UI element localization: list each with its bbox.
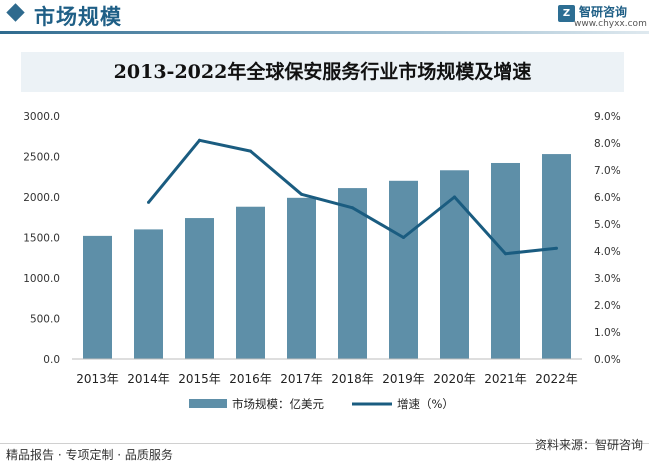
bar xyxy=(440,170,469,359)
y-right-tick-label: 9.0% xyxy=(594,111,621,123)
line-point xyxy=(351,206,354,210)
line-point xyxy=(300,192,303,196)
bar xyxy=(287,197,316,359)
bar xyxy=(236,206,265,359)
bar xyxy=(185,218,214,359)
x-tick-label: 2019年 xyxy=(382,372,425,386)
section-title: 市场规模 xyxy=(34,5,122,29)
legend-bar-swatch xyxy=(189,399,227,408)
y-left-tick-label: 3000.0 xyxy=(23,111,60,123)
y-right-tick-label: 6.0% xyxy=(594,192,621,204)
brand-url: www.chyxx.com xyxy=(574,19,647,29)
y-left-tick-label: 500.0 xyxy=(30,314,60,326)
y-right-tick-label: 7.0% xyxy=(594,165,621,177)
x-tick-label: 2020年 xyxy=(433,372,476,386)
x-tick-label: 2014年 xyxy=(127,372,170,386)
x-tick-label: 2017年 xyxy=(280,372,323,386)
x-tick-label: 2013年 xyxy=(76,372,119,386)
line-point xyxy=(504,252,507,256)
y-right-tick-label: 3.0% xyxy=(594,273,621,285)
y-right-tick-label: 5.0% xyxy=(594,219,621,231)
y-left-tick-label: 0.0 xyxy=(43,354,60,366)
y-left-tick-label: 1000.0 xyxy=(23,273,60,285)
combo-chart: 0.0 500.0 1000.0 1500.0 2000.0 2500.0 3000.0 0.… xyxy=(23,111,621,411)
y-right-tick-label: 1.0% xyxy=(594,327,621,339)
line-point xyxy=(402,236,405,239)
x-tick-label: 2015年 xyxy=(178,372,221,386)
bar xyxy=(542,154,571,359)
line-point xyxy=(453,195,456,199)
bar xyxy=(83,235,112,359)
bar xyxy=(338,188,367,359)
y-left-tick-label: 2500.0 xyxy=(23,152,60,164)
x-tick-label: 2022年 xyxy=(535,372,578,386)
legend-bar-label: 市场规模：亿美元 xyxy=(232,397,324,411)
brand-name: 智研咨询 xyxy=(579,5,628,19)
y-right-tick-label: 8.0% xyxy=(594,138,621,150)
footer-divider xyxy=(0,443,649,444)
bar xyxy=(389,180,418,359)
bar xyxy=(491,162,520,359)
y-right-tick-label: 4.0% xyxy=(594,246,621,258)
y-left-tick-label: 2000.0 xyxy=(23,192,60,204)
header-bar: 市场规模 Z 智研咨询 www.chyxx.com xyxy=(0,0,649,32)
x-tick-label: 2016年 xyxy=(229,372,272,386)
line-point xyxy=(555,246,558,250)
footer-slogan: 精品报告 · 专项定制 · 品质服务 xyxy=(6,448,173,462)
y-left-tick-label: 1500.0 xyxy=(23,233,60,245)
line-point xyxy=(249,149,252,153)
line-point xyxy=(147,200,150,204)
chart-title-box: 2013-2022年全球保安服务行业市场规模及增速 xyxy=(21,52,624,92)
x-tick-label: 2021年 xyxy=(484,372,527,386)
y-right-tick-label: 2.0% xyxy=(594,300,621,312)
y-right-tick-label: 0.0% xyxy=(594,354,621,366)
line-point xyxy=(198,138,201,142)
legend-line-label: 增速（%） xyxy=(397,397,454,411)
x-tick-label: 2018年 xyxy=(331,372,374,386)
bar xyxy=(134,229,163,359)
zhiyan-logo-icon: Z xyxy=(558,5,575,22)
data-source: 资料来源：智研咨询 xyxy=(534,438,643,452)
diamond-icon xyxy=(6,3,25,22)
header-divider xyxy=(0,31,649,34)
chart-title: 2013-2022年全球保安服务行业市场规模及增速 xyxy=(113,61,532,83)
